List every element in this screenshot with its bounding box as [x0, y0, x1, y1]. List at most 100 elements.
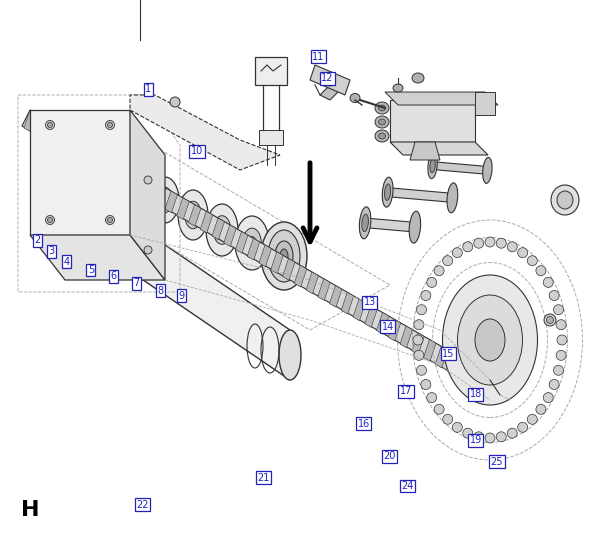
Ellipse shape [350, 93, 360, 103]
Polygon shape [83, 144, 95, 165]
Ellipse shape [213, 215, 231, 244]
Ellipse shape [128, 166, 152, 206]
Ellipse shape [95, 154, 105, 170]
Polygon shape [153, 184, 165, 206]
Ellipse shape [553, 365, 564, 375]
Text: 22: 22 [136, 500, 148, 510]
Ellipse shape [485, 237, 495, 247]
Text: 19: 19 [470, 435, 482, 445]
Polygon shape [59, 130, 72, 152]
Polygon shape [247, 238, 260, 260]
Polygon shape [306, 272, 319, 294]
Text: 6: 6 [111, 272, 117, 281]
Polygon shape [435, 346, 448, 368]
Ellipse shape [483, 158, 492, 184]
Polygon shape [318, 279, 330, 300]
Polygon shape [118, 164, 130, 186]
Polygon shape [106, 157, 119, 179]
Polygon shape [188, 205, 201, 226]
Ellipse shape [553, 305, 564, 315]
Ellipse shape [235, 216, 269, 270]
Ellipse shape [474, 238, 484, 248]
Ellipse shape [547, 316, 553, 323]
Polygon shape [200, 211, 213, 233]
Ellipse shape [382, 177, 393, 207]
Text: 14: 14 [382, 322, 394, 332]
Ellipse shape [76, 143, 84, 157]
Text: 3: 3 [48, 246, 55, 256]
Polygon shape [36, 117, 48, 138]
Polygon shape [447, 353, 459, 375]
Ellipse shape [108, 156, 128, 190]
Polygon shape [424, 340, 436, 361]
Polygon shape [47, 124, 60, 145]
Ellipse shape [412, 73, 424, 83]
Ellipse shape [543, 278, 553, 287]
Ellipse shape [416, 365, 427, 375]
Ellipse shape [549, 291, 559, 300]
Ellipse shape [421, 380, 431, 389]
Ellipse shape [45, 120, 55, 130]
Ellipse shape [107, 218, 113, 222]
Text: 17: 17 [400, 387, 412, 396]
Ellipse shape [189, 209, 197, 221]
Text: 2: 2 [35, 235, 41, 245]
Polygon shape [30, 110, 130, 235]
Ellipse shape [98, 158, 102, 166]
Ellipse shape [551, 185, 579, 215]
Ellipse shape [543, 393, 553, 403]
Ellipse shape [91, 147, 109, 177]
Text: 21: 21 [258, 473, 270, 483]
Polygon shape [400, 326, 413, 348]
Ellipse shape [430, 158, 435, 173]
Polygon shape [55, 170, 290, 380]
Ellipse shape [414, 350, 424, 360]
Text: 13: 13 [364, 298, 376, 307]
Polygon shape [310, 65, 350, 95]
Ellipse shape [452, 422, 462, 433]
Ellipse shape [206, 204, 238, 256]
Ellipse shape [557, 191, 573, 209]
Polygon shape [475, 92, 495, 115]
Bar [255, 57, 287, 85]
Polygon shape [410, 142, 440, 160]
Ellipse shape [458, 295, 522, 385]
Ellipse shape [51, 189, 59, 201]
Ellipse shape [105, 215, 115, 225]
Ellipse shape [261, 222, 307, 290]
Ellipse shape [421, 291, 431, 300]
Ellipse shape [474, 432, 484, 442]
Polygon shape [22, 110, 500, 396]
Polygon shape [130, 95, 280, 170]
Ellipse shape [434, 266, 444, 276]
Ellipse shape [442, 414, 453, 424]
Ellipse shape [556, 320, 566, 329]
Ellipse shape [379, 133, 385, 139]
Text: 24: 24 [401, 481, 413, 491]
Ellipse shape [536, 266, 546, 276]
Polygon shape [330, 286, 342, 307]
Ellipse shape [463, 242, 473, 252]
Ellipse shape [45, 215, 55, 225]
Ellipse shape [452, 248, 462, 258]
Ellipse shape [47, 123, 53, 127]
Ellipse shape [428, 153, 438, 179]
Ellipse shape [158, 187, 173, 213]
Ellipse shape [557, 335, 567, 345]
Polygon shape [141, 178, 154, 199]
Polygon shape [482, 373, 494, 395]
Text: 16: 16 [358, 419, 370, 429]
Ellipse shape [379, 105, 385, 111]
Polygon shape [390, 142, 488, 155]
Polygon shape [320, 85, 340, 100]
Ellipse shape [275, 241, 293, 271]
Polygon shape [411, 333, 424, 354]
Ellipse shape [414, 320, 424, 329]
Polygon shape [365, 218, 415, 232]
Ellipse shape [242, 228, 261, 258]
Ellipse shape [151, 177, 179, 223]
Ellipse shape [185, 201, 201, 229]
Text: 1: 1 [145, 84, 152, 94]
Ellipse shape [556, 350, 566, 360]
Ellipse shape [442, 275, 538, 405]
